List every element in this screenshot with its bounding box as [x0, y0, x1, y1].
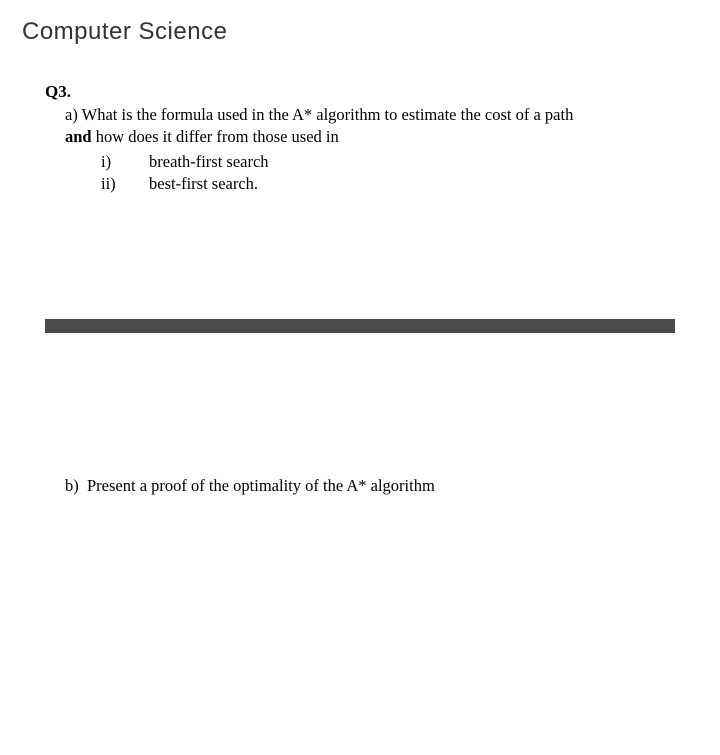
sub-item-ii-label: ii)	[101, 173, 149, 195]
sub-item-i-text: breath-first search	[149, 152, 269, 171]
sub-item-ii: ii)best-first search.	[101, 173, 675, 195]
question-number: Q3.	[45, 82, 675, 102]
part-a-label: a)	[65, 105, 78, 124]
sub-item-i-label: i)	[101, 151, 149, 173]
section-divider	[45, 319, 675, 333]
sub-items-list: i)breath-first search ii)best-first sear…	[101, 151, 675, 196]
part-a: a) What is the formula used in the A* al…	[65, 104, 675, 195]
part-b: b) Present a proof of the optimality of …	[65, 476, 675, 496]
part-a-bold-word: and	[65, 127, 92, 146]
question-content: Q3. a) What is the formula used in the A…	[0, 64, 720, 496]
part-b-text: Present a proof of the optimality of the…	[87, 476, 435, 495]
sub-item-ii-text: best-first search.	[149, 174, 258, 193]
header-title: Computer Science	[22, 18, 227, 45]
page-header: Computer Science	[0, 0, 720, 64]
part-a-text-line2: how does it differ from those used in	[92, 127, 339, 146]
part-a-text-line1: What is the formula used in the A* algor…	[82, 105, 574, 124]
part-b-label: b)	[65, 476, 79, 495]
sub-item-i: i)breath-first search	[101, 151, 675, 173]
